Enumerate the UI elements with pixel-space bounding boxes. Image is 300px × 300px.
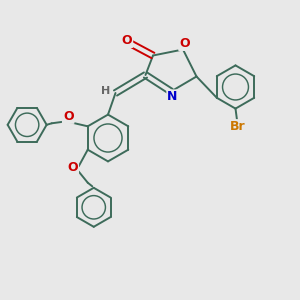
Text: O: O <box>122 34 132 47</box>
Text: H: H <box>101 85 110 96</box>
Text: O: O <box>63 110 74 123</box>
Text: O: O <box>68 161 78 174</box>
Text: Br: Br <box>230 120 245 133</box>
Text: O: O <box>179 37 190 50</box>
Text: N: N <box>167 90 178 104</box>
